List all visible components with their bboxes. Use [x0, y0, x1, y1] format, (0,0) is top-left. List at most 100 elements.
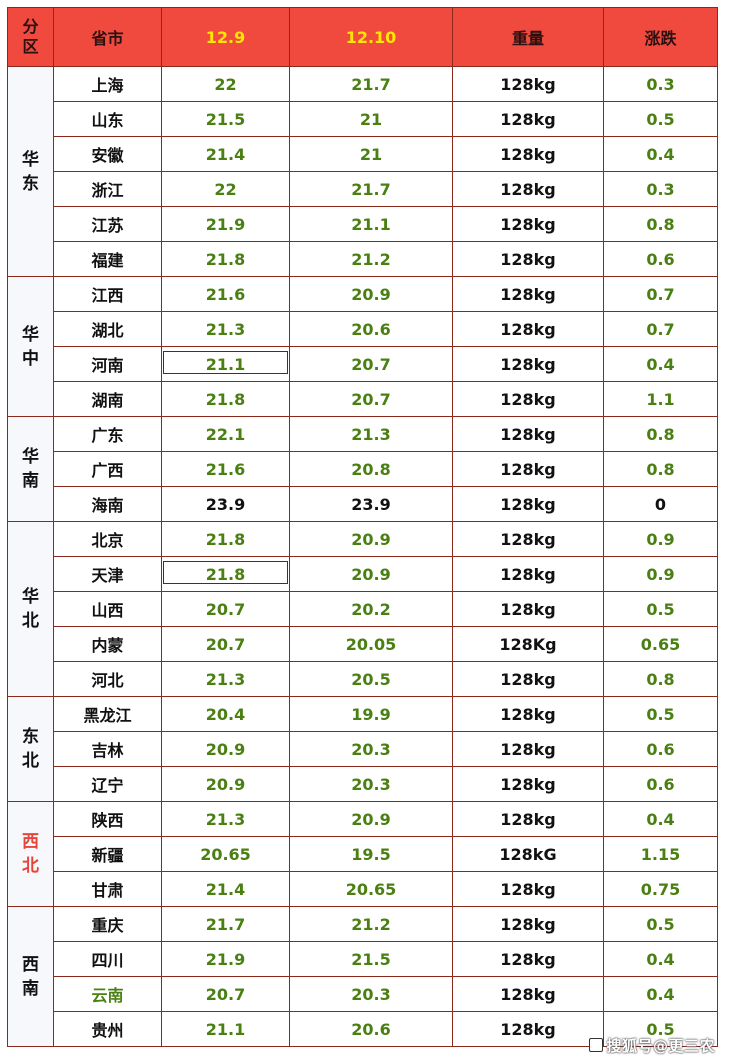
header-date2: 12.10 [289, 7, 453, 67]
table-row: 贵州 21.1 20.6 128kg 0.5 [8, 1011, 718, 1047]
change-cell: 0.3 [603, 171, 718, 207]
change-cell: 0.5 [603, 906, 718, 942]
table-row: 广西 21.6 20.8 128kg 0.8 [8, 451, 718, 487]
region-cell: 华北 [7, 521, 54, 697]
weight-cell: 128kg [452, 101, 604, 137]
price-12-9: 22.1 [161, 416, 290, 452]
table-row: 浙江 22 21.7 128kg 0.3 [8, 171, 718, 207]
price-12-10: 20.3 [289, 731, 453, 767]
table-row: 吉林 20.9 20.3 128kg 0.6 [8, 731, 718, 767]
price-12-10: 21 [289, 101, 453, 137]
province-cell: 江西 [53, 276, 162, 312]
price-12-9: 21.3 [161, 311, 290, 347]
price-12-10: 20.3 [289, 976, 453, 1012]
price-12-10: 21.2 [289, 241, 453, 277]
sohu-logo-icon [589, 1038, 604, 1052]
weight-cell: 128kg [452, 381, 604, 417]
region-cell: 东北 [7, 696, 54, 802]
header-region: 分区 [7, 7, 54, 67]
weight-cell: 128kg [452, 241, 604, 277]
region-label: 西南 [22, 954, 39, 999]
weight-cell: 128kg [452, 276, 604, 312]
change-cell: 0 [603, 486, 718, 522]
change-cell: 0.4 [603, 941, 718, 977]
price-12-10: 21.5 [289, 941, 453, 977]
table-row: 湖南 21.8 20.7 128kg 1.1 [8, 381, 718, 417]
price-value: 21.1 [205, 354, 246, 374]
change-cell: 0.65 [603, 626, 718, 662]
table-row: 山东 21.5 21 128kg 0.5 [8, 101, 718, 137]
table-row: 甘肃 21.4 20.65 128kg 0.75 [8, 871, 718, 907]
price-12-10: 21.7 [289, 171, 453, 207]
table-row: 华南 广东 22.1 21.3 128kg 0.8 [7, 416, 718, 522]
table-row: 山西 20.7 20.2 128kg 0.5 [8, 591, 718, 627]
price-12-10: 20.3 [289, 766, 453, 802]
price-12-10: 21 [289, 136, 453, 172]
province-cell: 湖北 [53, 311, 162, 347]
table-row: 河北 21.3 20.5 128kg 0.8 [8, 661, 718, 697]
region-cell: 华南 [7, 416, 54, 522]
weight-cell: 128kg [452, 871, 604, 907]
change-cell: 0.5 [603, 696, 718, 732]
weight-cell: 128kg [452, 451, 604, 487]
price-12-9: 21.4 [161, 871, 290, 907]
table-row: 福建 21.8 21.2 128kg 0.6 [8, 241, 718, 277]
price-12-9: 21.3 [161, 661, 290, 697]
table-row: 河南 21.1 20.7 128kg 0.4 [8, 346, 718, 382]
pig-price-table: 分区 省市 12.9 12.10 重量 涨跌 华东 上海 22 21.7 128… [7, 7, 718, 1047]
watermark-text: 搜狐号@更三农 [606, 1037, 715, 1055]
province-cell: 内蒙 [53, 626, 162, 662]
price-12-10: 21.7 [289, 66, 453, 102]
change-cell: 0.8 [603, 416, 718, 452]
table-row: 华北 北京 21.8 20.9 128kg 0.9 [7, 521, 718, 697]
table-header: 分区 省市 12.9 12.10 重量 涨跌 [7, 7, 718, 67]
region-label: 华北 [22, 587, 39, 631]
weight-cell: 128kg [452, 556, 604, 592]
province-cell: 山西 [53, 591, 162, 627]
province-cell: 广东 [53, 416, 162, 452]
province-cell: 广西 [53, 451, 162, 487]
province-cell: 新疆 [53, 836, 162, 872]
change-cell: 0.8 [603, 206, 718, 242]
price-12-9: 22 [161, 171, 290, 207]
weight-cell: 128kg [452, 591, 604, 627]
province-cell: 四川 [53, 941, 162, 977]
change-cell: 0.4 [603, 976, 718, 1012]
selection-box [163, 351, 288, 374]
province-cell: 海南 [53, 486, 162, 522]
price-12-10: 21.1 [289, 206, 453, 242]
region-cell: 华中 [7, 276, 54, 417]
change-cell: 0.5 [603, 1011, 718, 1047]
price-12-9: 21.8 [161, 521, 290, 557]
province-cell: 云南 [53, 976, 162, 1012]
change-cell: 0.4 [603, 346, 718, 382]
price-12-9: 20.7 [161, 626, 290, 662]
table-row: 海南 23.9 23.9 128kg 0 [8, 486, 718, 522]
change-cell: 0.6 [603, 731, 718, 767]
price-12-9: 20.7 [161, 976, 290, 1012]
weight-cell: 128kg [452, 416, 604, 452]
header-weight: 重量 [452, 7, 604, 67]
price-12-9: 21.4 [161, 136, 290, 172]
weight-cell: 128kg [452, 311, 604, 347]
weight-cell: 128kg [452, 346, 604, 382]
price-12-10: 19.9 [289, 696, 453, 732]
change-cell: 0.5 [603, 591, 718, 627]
price-12-10: 21.2 [289, 906, 453, 942]
region-cell: 西南 [7, 906, 54, 1047]
province-cell: 安徽 [53, 136, 162, 172]
table-row: 辽宁 20.9 20.3 128kg 0.6 [8, 766, 718, 802]
price-12-10: 20.5 [289, 661, 453, 697]
province-cell: 江苏 [53, 206, 162, 242]
province-cell: 河南 [53, 346, 162, 382]
province-cell: 黑龙江 [53, 696, 162, 732]
change-cell: 0.5 [603, 101, 718, 137]
weight-cell: 128kg [452, 1011, 604, 1047]
price-12-10: 20.8 [289, 451, 453, 487]
price-12-9: 22 [161, 66, 290, 102]
price-12-10: 19.5 [289, 836, 453, 872]
weight-cell: 128kg [452, 206, 604, 242]
region-label: 西北 [22, 832, 39, 876]
weight-cell: 128kG [452, 836, 604, 872]
